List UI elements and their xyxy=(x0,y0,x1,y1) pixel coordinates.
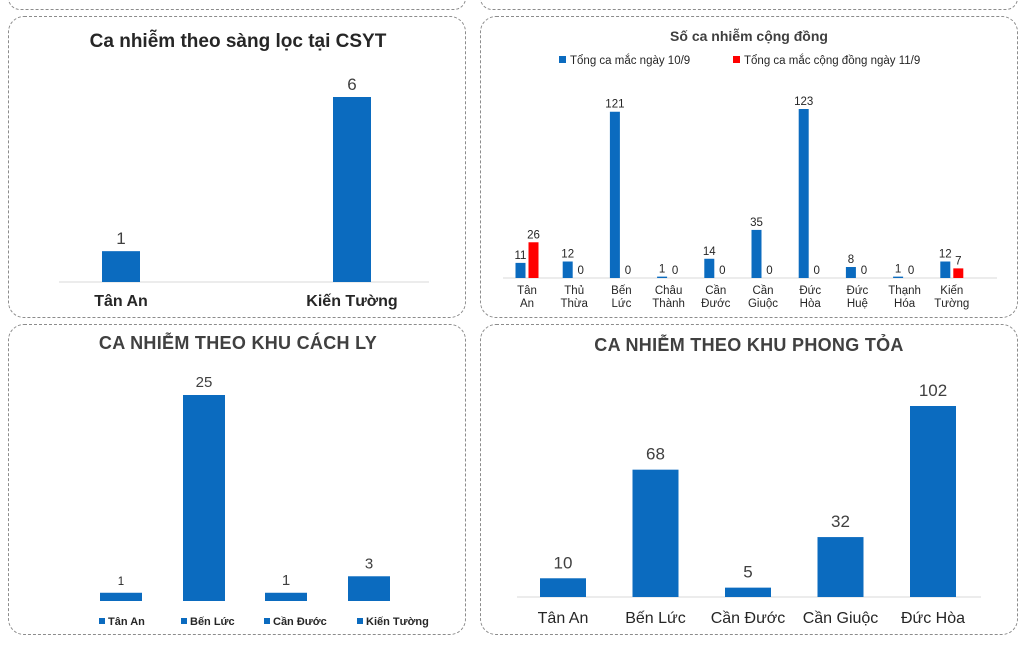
panel-csyt: Ca nhiễm theo sàng lọc tại CSYT 1 Tân An 6… xyxy=(8,16,466,318)
data-label: 0 xyxy=(672,265,678,277)
category-label: Cần Đước xyxy=(701,285,731,310)
data-label: 25 xyxy=(196,374,213,391)
data-label: 1 xyxy=(118,576,124,588)
bar xyxy=(515,262,526,278)
panel-cong-dong: Số ca nhiễm cộng đồng Tổng ca mắc ngày 1… xyxy=(480,16,1018,318)
data-label: 0 xyxy=(719,265,725,277)
data-label: 7 xyxy=(955,255,961,267)
data-label: 32 xyxy=(831,512,850,531)
panel-phong-toa: CA NHIỄM THEO KHU PHONG TỎA 10 Tân An 68 Bế… xyxy=(480,324,1018,635)
data-label: 1 xyxy=(895,264,901,276)
bar xyxy=(725,587,771,597)
category-label: Bến Lức xyxy=(625,610,686,627)
legend-swatch xyxy=(559,56,566,63)
chart-title: Số ca nhiễm cộng đồng xyxy=(670,28,828,44)
data-label: 123 xyxy=(794,96,813,108)
data-label: 0 xyxy=(861,265,867,277)
bar xyxy=(183,395,225,601)
top-right-panel-edge xyxy=(480,0,1018,10)
chart-phong-toa: CA NHIỄM THEO KHU PHONG TỎA 10 Tân An 68 Bế… xyxy=(517,334,981,627)
bar xyxy=(562,261,573,278)
category-label: Kiến Tường xyxy=(934,285,969,310)
data-label: 12 xyxy=(939,249,952,261)
legend-label: Kiến Tường xyxy=(366,616,429,628)
data-label: 0 xyxy=(813,265,819,277)
chart-title: CA NHIỄM THEO KHU PHONG TỎA xyxy=(594,334,903,355)
bar xyxy=(953,268,964,278)
bar xyxy=(333,97,371,282)
bar xyxy=(657,276,668,278)
data-label: 102 xyxy=(919,381,947,400)
category-label: Đức Huệ xyxy=(847,285,869,310)
data-label: 1 xyxy=(282,572,290,589)
data-label: 1 xyxy=(116,229,125,248)
data-label: 0 xyxy=(766,265,772,277)
chart-title: Ca nhiễm theo sàng lọc tại CSYT xyxy=(90,30,387,52)
data-label: 0 xyxy=(577,265,583,277)
data-label: 11 xyxy=(515,250,527,262)
bar xyxy=(265,592,307,601)
category-label: Cần Đước xyxy=(711,610,786,627)
bar xyxy=(940,261,951,278)
legend-swatch xyxy=(357,618,363,624)
legend-label: Bến Lức xyxy=(190,616,235,628)
bar xyxy=(704,258,715,278)
bar xyxy=(798,109,809,278)
data-label: 6 xyxy=(347,75,356,94)
bar xyxy=(751,229,762,278)
data-label: 26 xyxy=(527,229,540,241)
bar xyxy=(348,576,390,601)
category-label: Đức Hòa xyxy=(799,285,821,310)
category-label: Đức Hòa xyxy=(901,610,965,627)
legend-swatch xyxy=(99,618,105,624)
category-label: Tân An xyxy=(517,285,537,310)
legend-label: Cần Đước xyxy=(273,616,327,628)
legend-label: Tổng ca mắc ngày 10/9 xyxy=(570,54,690,67)
category-label: Cần Giuộc xyxy=(748,285,778,310)
legend-swatch xyxy=(264,618,270,624)
data-label: 121 xyxy=(605,99,624,111)
data-label: 8 xyxy=(848,254,854,266)
legend-label: Tân An xyxy=(108,616,145,628)
category-label: Thủ Thừa xyxy=(560,285,588,310)
bar xyxy=(528,242,539,278)
legend-swatch xyxy=(733,56,740,63)
category-label: Thạnh Hóa xyxy=(888,285,921,310)
data-label: 0 xyxy=(908,265,914,277)
chart-cach-ly: CA NHIỄM THEO KHU CÁCH LY 1 25 1 3 Tân An Bến… xyxy=(99,332,429,628)
data-label: 68 xyxy=(646,445,665,464)
category-label: Bến Lức xyxy=(611,285,631,310)
data-label: 10 xyxy=(554,553,573,572)
bar xyxy=(632,469,679,597)
bar xyxy=(102,251,140,282)
chart-cong-dong: Số ca nhiễm cộng đồng Tổng ca mắc ngày 1… xyxy=(503,28,997,310)
category-label: Châu Thành xyxy=(652,285,685,310)
category-label: Kiến Tường xyxy=(306,293,397,310)
bar xyxy=(609,111,620,278)
legend-swatch xyxy=(181,618,187,624)
bar xyxy=(845,267,856,278)
bar xyxy=(893,276,904,278)
chart-title: CA NHIỄM THEO KHU CÁCH LY xyxy=(99,332,377,353)
data-label: 12 xyxy=(561,249,574,261)
panel-cach-ly: CA NHIỄM THEO KHU CÁCH LY 1 25 1 3 Tân An Bến… xyxy=(8,324,466,635)
category-label: Cần Giuộc xyxy=(803,610,879,627)
category-label: Tân An xyxy=(94,293,148,310)
legend-label: Tổng ca mắc cộng đồng ngày 11/9 xyxy=(744,54,920,67)
chart-csyt: Ca nhiễm theo sàng lọc tại CSYT 1 Tân An 6… xyxy=(59,30,429,310)
top-left-panel-edge xyxy=(8,0,466,10)
data-label: 5 xyxy=(743,563,752,582)
bar xyxy=(100,592,142,601)
data-label: 0 xyxy=(625,265,631,277)
bar xyxy=(910,406,956,597)
category-label: Tân An xyxy=(538,610,589,627)
bar xyxy=(817,537,864,597)
data-label: 35 xyxy=(750,217,763,229)
data-label: 3 xyxy=(365,555,373,572)
data-label: 1 xyxy=(659,264,665,276)
data-label: 14 xyxy=(703,246,716,258)
bar xyxy=(540,578,586,597)
